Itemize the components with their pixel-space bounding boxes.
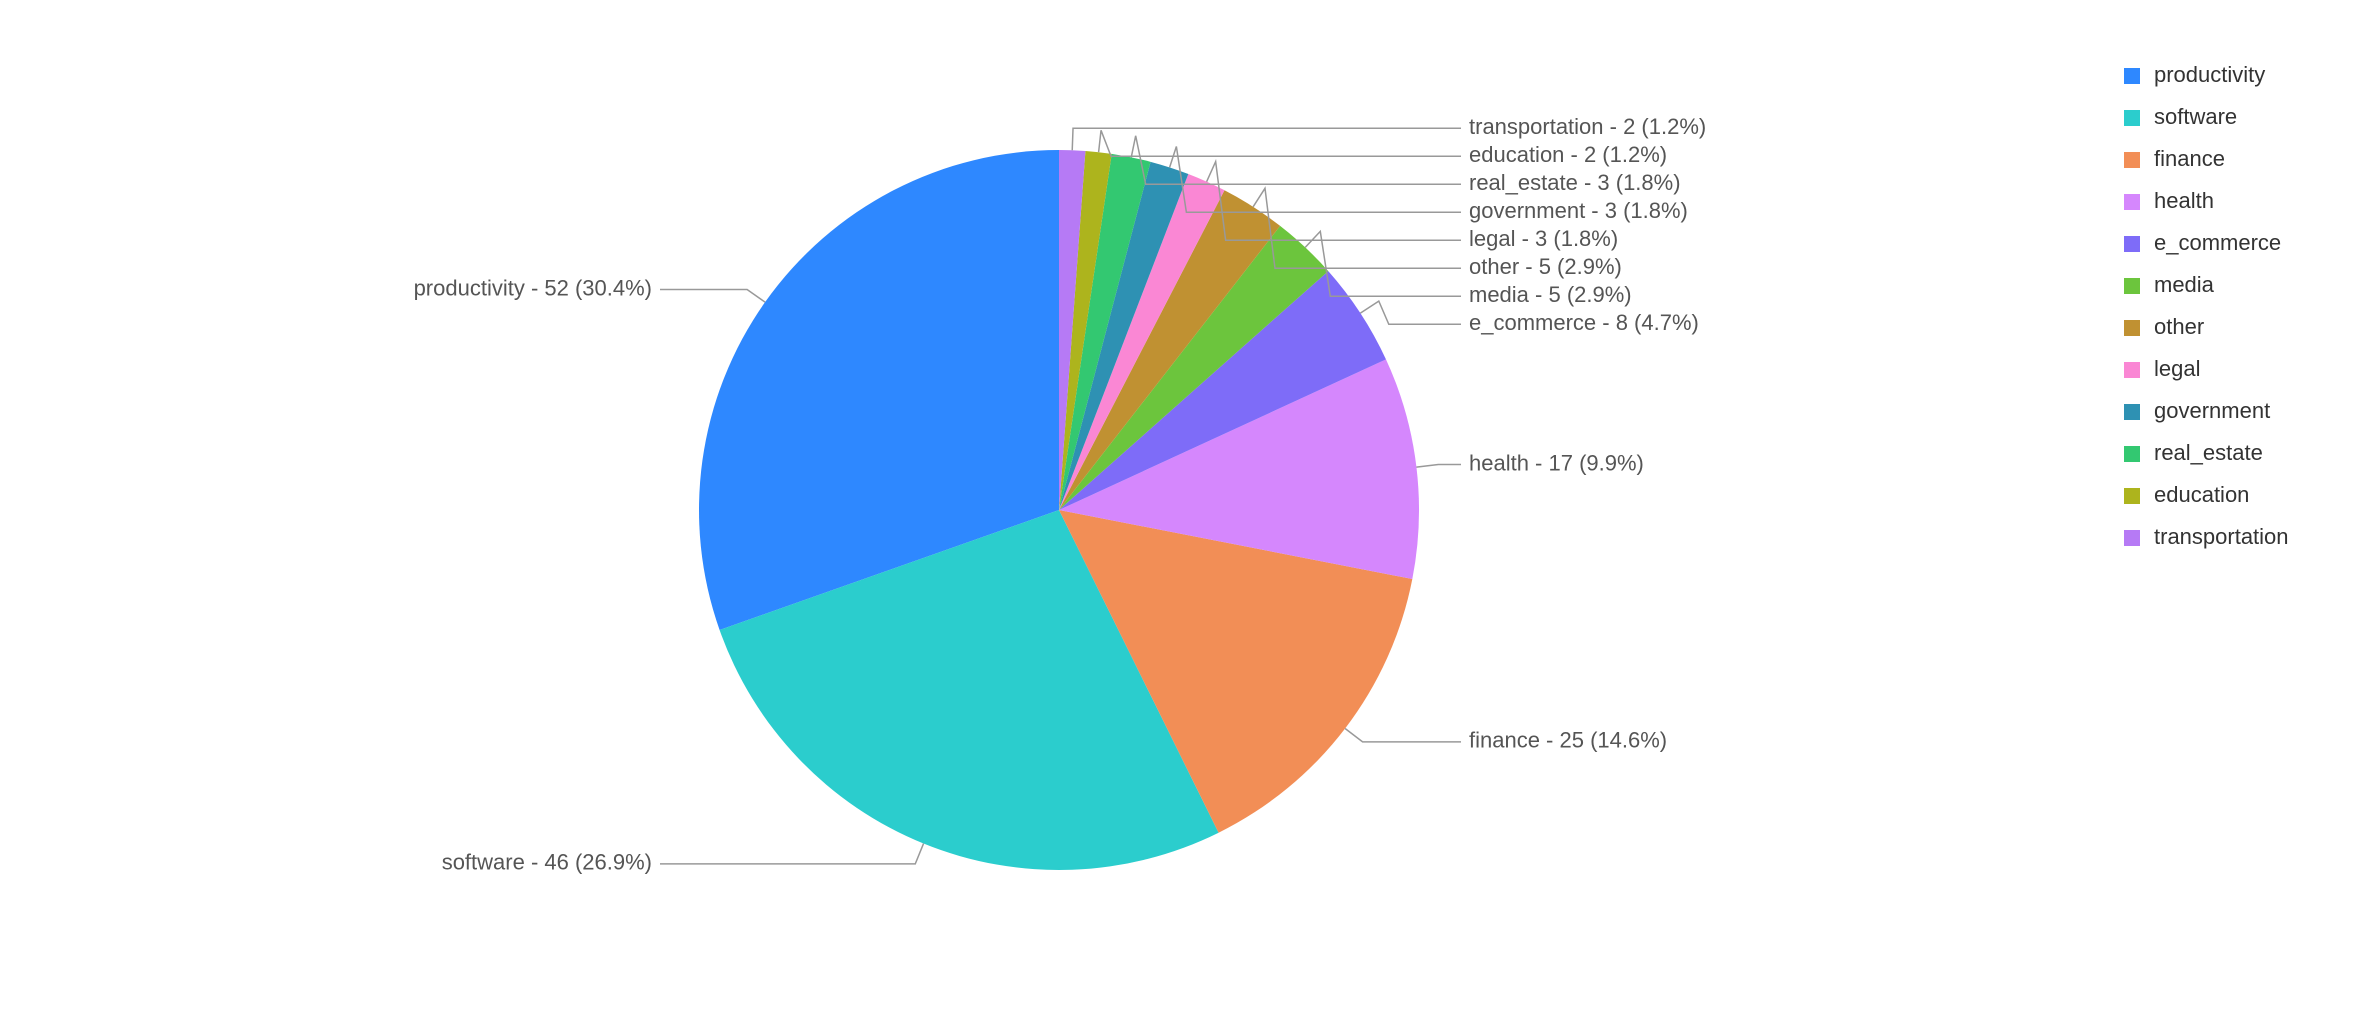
legend-swatch — [2124, 530, 2140, 546]
pie-slice — [1059, 150, 1112, 511]
pie-slice — [1059, 150, 1086, 510]
leader-line — [1130, 135, 1461, 186]
leader-line — [1416, 463, 1461, 468]
legend-swatch — [2124, 362, 2140, 378]
legend-swatch — [2124, 68, 2140, 84]
leader-line — [1304, 229, 1461, 298]
legend-swatch — [2124, 236, 2140, 252]
data-label: e_commerce - 8 (4.7%) — [1469, 310, 1699, 335]
legend-label: finance — [2154, 146, 2225, 171]
data-label: legal - 3 (1.8%) — [1469, 226, 1618, 251]
legend-swatch — [2124, 404, 2140, 420]
pie-slice — [1059, 359, 1419, 580]
data-label: other - 5 (2.9%) — [1469, 254, 1622, 279]
legend-swatch — [2124, 278, 2140, 294]
data-label: productivity - 52 (30.4%) — [414, 275, 652, 300]
data-label: real_estate - 3 (1.8%) — [1469, 170, 1681, 195]
leader-line — [660, 288, 766, 303]
pie-slice — [1059, 161, 1189, 511]
pie-slice — [1059, 153, 1151, 511]
pie-slice — [1059, 174, 1225, 510]
leader-line — [1097, 130, 1461, 158]
leader-line — [1071, 127, 1461, 151]
leader-line — [1205, 158, 1461, 242]
legend-label: transportation — [2154, 524, 2289, 549]
data-label: finance - 25 (14.6%) — [1469, 728, 1667, 753]
data-label: transportation - 2 (1.2%) — [1469, 114, 1706, 139]
data-label: media - 5 (2.9%) — [1469, 282, 1632, 307]
legend-label: health — [2154, 188, 2214, 213]
legend-swatch — [2124, 446, 2140, 462]
legend-swatch — [2124, 110, 2140, 126]
data-label: software - 46 (26.9%) — [442, 850, 652, 875]
legend-swatch — [2124, 152, 2140, 168]
leader-line — [660, 843, 925, 865]
leader-line — [1359, 299, 1461, 326]
pie-slice — [1059, 225, 1329, 510]
leader-line — [1344, 727, 1461, 743]
legend-label: productivity — [2154, 62, 2265, 87]
legend-label: education — [2154, 482, 2249, 507]
pie-slice — [1059, 510, 1413, 833]
legend-label: legal — [2154, 356, 2200, 381]
leader-line — [1252, 186, 1461, 270]
legend-label: other — [2154, 314, 2204, 339]
pie-slice — [699, 150, 1059, 631]
data-label: health - 17 (9.9%) — [1469, 450, 1644, 475]
legend-label: government — [2154, 398, 2270, 423]
data-label: education - 2 (1.2%) — [1469, 142, 1667, 167]
legend-label: software — [2154, 104, 2237, 129]
pie-slice — [1059, 190, 1281, 510]
legend-swatch — [2124, 488, 2140, 504]
legend-swatch — [2124, 320, 2140, 336]
legend-label: media — [2154, 272, 2215, 297]
legend: productivity software finance health e_comme… — [2124, 62, 2289, 549]
legend-swatch — [2124, 194, 2140, 210]
data-label: government - 3 (1.8%) — [1469, 198, 1688, 223]
legend-label: real_estate — [2154, 440, 2263, 465]
pie-slice — [1059, 271, 1386, 510]
pie-slice — [719, 510, 1219, 871]
legend-label: e_commerce — [2154, 230, 2281, 255]
